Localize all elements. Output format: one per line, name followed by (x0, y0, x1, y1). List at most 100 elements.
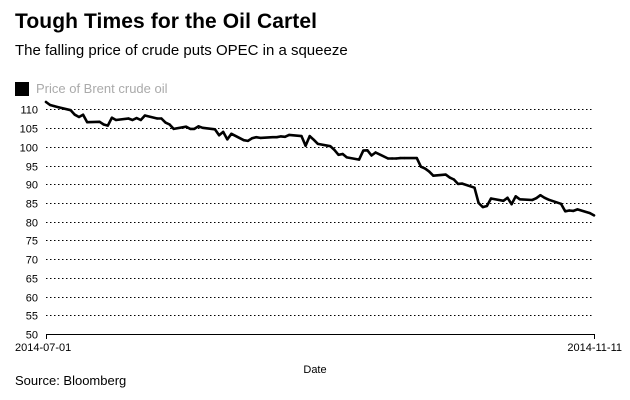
data-point (329, 145, 332, 148)
y-tick-label: 100 (20, 143, 38, 155)
data-point (312, 138, 315, 141)
data-point (419, 165, 423, 168)
data-point (399, 156, 402, 160)
data-point (98, 120, 101, 124)
data-point (193, 127, 196, 131)
data-point (415, 156, 418, 160)
data-point (139, 118, 142, 122)
data-point (432, 174, 435, 177)
data-point (444, 173, 447, 176)
y-tick-label: 65 (26, 274, 38, 286)
data-point (287, 133, 291, 137)
data-point (477, 201, 480, 205)
y-tick-label: 70 (26, 255, 38, 267)
data-point (572, 209, 575, 213)
series-points (44, 100, 596, 217)
data-point (345, 156, 348, 159)
data-point (279, 135, 283, 138)
data-point (102, 123, 105, 126)
data-point (374, 151, 377, 154)
data-point (213, 128, 217, 131)
data-point (283, 135, 287, 138)
data-point (357, 158, 361, 161)
y-tick-label: 75 (26, 236, 38, 248)
data-point (242, 139, 245, 142)
data-point (217, 134, 221, 137)
data-point (131, 118, 134, 122)
legend-label: Price of Brent crude oil (36, 81, 168, 96)
data-point (300, 134, 303, 138)
y-tick-label: 60 (26, 293, 38, 305)
data-point (156, 117, 159, 120)
data-point (502, 199, 505, 202)
data-point (576, 208, 579, 211)
data-point (69, 109, 72, 112)
data-point (197, 125, 200, 128)
data-point (226, 138, 229, 141)
data-point (547, 198, 550, 201)
data-point (564, 210, 567, 213)
x-axis-title: Date (303, 364, 326, 376)
data-point (48, 103, 52, 107)
data-point (448, 176, 451, 179)
data-point (184, 125, 188, 128)
data-point (44, 100, 48, 104)
data-point (543, 196, 546, 199)
data-point (452, 178, 456, 181)
y-tick-label: 50 (26, 330, 38, 342)
y-tick-label: 110 (20, 105, 38, 117)
data-point (160, 117, 163, 120)
data-point (362, 149, 365, 152)
data-point (81, 113, 85, 116)
data-point (559, 202, 563, 205)
legend-swatch (15, 81, 29, 96)
data-point (114, 118, 118, 122)
data-point (456, 182, 460, 186)
data-point (172, 127, 175, 131)
data-point (189, 127, 192, 131)
data-point (316, 142, 320, 146)
y-tick-label: 85 (26, 199, 38, 211)
data-point (308, 134, 311, 138)
data-point (403, 156, 406, 160)
y-tick-label: 55 (26, 311, 38, 323)
data-point (473, 186, 476, 189)
data-point (531, 198, 534, 202)
data-point (135, 116, 138, 120)
data-point (535, 197, 538, 200)
data-point (86, 121, 89, 124)
data-point (337, 153, 340, 156)
data-point (506, 196, 509, 199)
data-point (57, 106, 60, 109)
data-point (304, 144, 307, 147)
gridlines (46, 109, 594, 316)
data-point (168, 123, 171, 126)
data-point (390, 157, 394, 160)
data-point (485, 204, 489, 208)
legend: Price of Brent crude oil (15, 81, 168, 96)
data-point (423, 167, 427, 170)
data-point (489, 197, 493, 200)
y-tick-label: 80 (26, 218, 38, 230)
y-axis-ticks: 50 55 60 65 70 75 80 85 90 95 100 105 110 (20, 105, 38, 342)
data-point (481, 205, 484, 209)
data-point (110, 116, 114, 119)
data-point (222, 130, 225, 134)
data-point (275, 136, 278, 139)
data-point (386, 157, 390, 160)
data-point (370, 154, 373, 157)
data-point (592, 214, 596, 217)
data-point (568, 209, 571, 212)
x-tick-label-end: 2014-11-11 (567, 342, 622, 354)
data-point (127, 117, 130, 120)
data-point (461, 182, 464, 185)
data-point (230, 132, 233, 135)
data-point (510, 203, 513, 206)
data-point (201, 126, 204, 129)
data-point (250, 137, 254, 140)
chart-subtitle: The falling price of crude puts OPEC in … (15, 42, 348, 59)
data-point (514, 195, 517, 198)
data-point (164, 121, 167, 124)
data-point (53, 104, 56, 108)
